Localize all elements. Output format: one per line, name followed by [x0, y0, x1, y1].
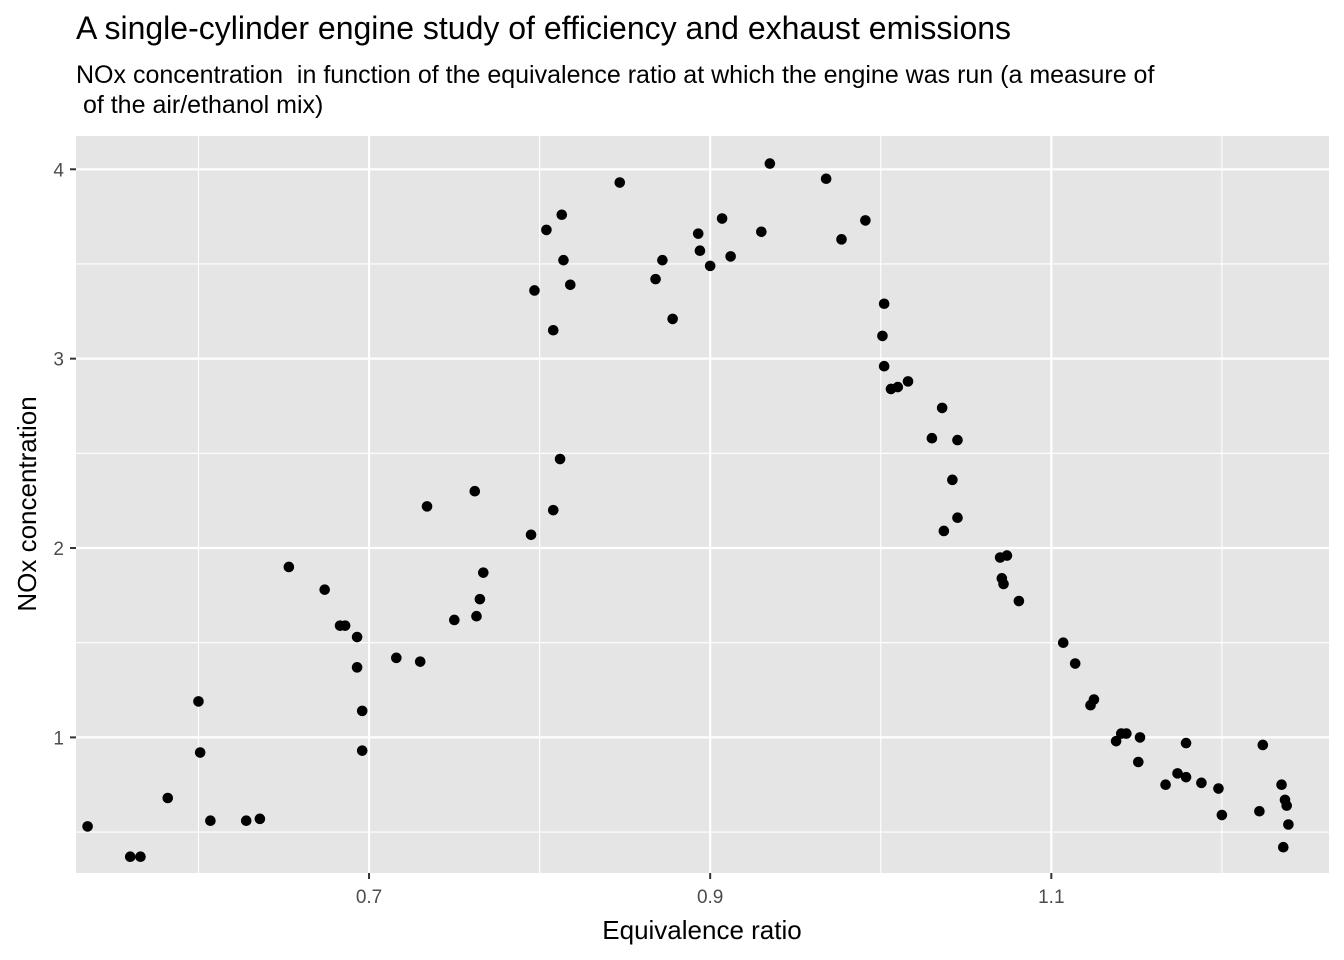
chart-subtitle: NOx concentration in function of the equ…: [76, 61, 1155, 119]
data-point: [391, 652, 402, 664]
data-point: [1057, 637, 1069, 649]
data-point: [471, 610, 482, 622]
data-point: [1216, 809, 1228, 821]
axis-ticks: [70, 168, 1053, 879]
data-point: [541, 224, 552, 236]
x-tick-label: 1.1: [1038, 887, 1064, 908]
data-point: [820, 173, 832, 185]
tick-labels: 0.7 0.9 1.1 1 2 3 4: [53, 160, 1064, 908]
data-point: [1110, 735, 1122, 747]
data-point: [860, 215, 871, 226]
data-point: [1213, 783, 1224, 794]
data-point: [947, 474, 958, 486]
data-point: [1001, 550, 1013, 561]
data-point: [1134, 732, 1146, 743]
data-point: [704, 260, 716, 272]
x-tick-label: 0.9: [697, 887, 723, 908]
data-point: [1013, 595, 1025, 607]
data-point: [952, 512, 963, 524]
plot-panel: [76, 136, 1329, 873]
data-point: [836, 234, 847, 245]
data-point: [474, 593, 486, 605]
chart-title: A single-cylinder engine study of effici…: [76, 10, 1012, 46]
y-tick-label: 2: [53, 539, 64, 560]
data-point: [1257, 739, 1269, 751]
data-point: [998, 578, 1009, 590]
data-point: [1277, 841, 1289, 853]
data-point: [657, 254, 668, 266]
data-point: [614, 177, 626, 188]
data-point: [547, 504, 559, 516]
data-point: [449, 614, 460, 626]
data-point: [240, 815, 252, 827]
y-tick-label: 3: [53, 350, 64, 371]
data-point: [162, 792, 174, 804]
x-axis-title: Equivalence ratio: [602, 915, 801, 945]
data-point: [1180, 737, 1192, 749]
data-point: [716, 213, 728, 224]
data-point: [547, 324, 559, 336]
data-point: [878, 360, 890, 372]
data-point: [194, 747, 206, 758]
data-point: [938, 525, 950, 537]
data-point: [1196, 777, 1207, 789]
data-point: [1133, 756, 1144, 768]
minor-gridlines: [76, 136, 1329, 873]
data-point: [667, 313, 678, 325]
data-point: [1180, 771, 1192, 783]
data-point: [877, 330, 888, 342]
y-axis-title: NOx concentration: [12, 396, 42, 611]
data-point: [892, 381, 904, 393]
data-point: [694, 245, 706, 257]
data-point: [254, 813, 266, 825]
data-point: [351, 631, 363, 643]
data-point: [205, 815, 216, 827]
data-point: [1283, 819, 1294, 830]
data-point: [926, 432, 938, 444]
data-point: [952, 434, 963, 446]
data-point: [193, 696, 204, 707]
data-point: [878, 298, 890, 310]
data-point: [1172, 768, 1183, 779]
data-point: [1160, 779, 1171, 791]
data-point: [478, 567, 489, 578]
data-point: [135, 851, 146, 862]
data-point: [1281, 800, 1292, 811]
data-point: [565, 279, 576, 291]
data-point: [356, 745, 368, 756]
data-point: [725, 251, 736, 262]
data-point: [554, 453, 566, 465]
x-tick-label: 0.7: [356, 887, 382, 908]
data-point: [650, 273, 661, 285]
data-point: [339, 620, 351, 631]
data-point: [1069, 658, 1081, 669]
data-points: [82, 158, 1294, 862]
data-point: [764, 158, 776, 169]
data-point: [936, 402, 948, 414]
data-point: [558, 254, 569, 266]
data-point: [414, 656, 426, 667]
data-point: [902, 376, 914, 387]
data-point: [1254, 805, 1265, 817]
data-point: [529, 285, 540, 296]
data-point: [124, 851, 136, 862]
y-tick-label: 4: [53, 160, 64, 181]
data-point: [421, 501, 433, 512]
data-point: [319, 584, 330, 595]
data-point: [1276, 779, 1287, 791]
data-point: [1121, 728, 1132, 739]
data-point: [351, 662, 363, 673]
data-point: [1088, 694, 1100, 705]
data-point: [283, 561, 295, 573]
data-point: [469, 485, 481, 497]
data-point: [82, 821, 93, 832]
data-point: [756, 226, 767, 238]
y-tick-label: 1: [53, 728, 64, 749]
data-point: [556, 209, 568, 221]
data-point: [356, 705, 368, 717]
data-point: [692, 228, 704, 239]
data-point: [525, 529, 537, 541]
